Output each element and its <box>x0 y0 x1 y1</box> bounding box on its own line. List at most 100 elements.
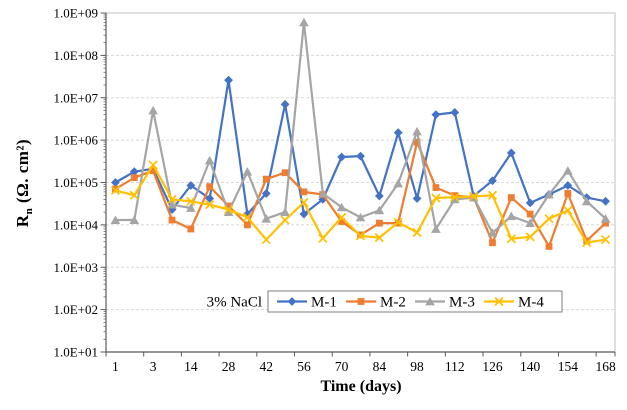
y-tick-label: 1.0E+02 <box>53 302 98 317</box>
y-tick-label: 1.0E+01 <box>53 345 98 360</box>
x-tick-label: 1 <box>112 359 119 374</box>
series-marker-m-3 <box>355 212 366 222</box>
series-marker-m-4 <box>129 190 139 200</box>
series-marker-m-2 <box>602 219 609 227</box>
series-marker-m-3 <box>374 205 385 215</box>
series-marker-m-2 <box>149 167 157 175</box>
legend-sample-marker-m-3 <box>425 296 435 306</box>
x-tick-label: 154 <box>558 359 579 374</box>
series-marker-m-4 <box>544 214 554 224</box>
series-marker-m-4 <box>600 234 611 245</box>
series-marker-m-1 <box>129 167 139 177</box>
series-marker-m-2 <box>507 194 515 202</box>
series-marker-m-3 <box>280 207 290 217</box>
x-tick-label: 70 <box>335 359 349 374</box>
series-marker-m-1 <box>563 181 573 190</box>
series-marker-m-2 <box>413 138 421 146</box>
y-axis-title: Rn (Ω. cm²) <box>13 139 35 227</box>
series-marker-m-4 <box>148 160 158 170</box>
legend-label-m-2: M-2 <box>380 295 406 311</box>
series-marker-m-2 <box>187 225 195 233</box>
series-marker-m-1 <box>506 148 516 158</box>
series-marker-m-2 <box>375 219 383 227</box>
series-marker-m-2 <box>432 184 440 191</box>
series-marker-m-2 <box>243 221 251 229</box>
series-marker-m-4 <box>167 194 177 204</box>
series-marker-m-2 <box>112 185 119 193</box>
series-marker-m-4 <box>469 191 479 201</box>
series-marker-m-4 <box>525 232 535 242</box>
series-marker-m-4 <box>299 197 309 207</box>
series-marker-m-1 <box>205 194 215 203</box>
series-marker-m-4 <box>242 212 252 223</box>
series-marker-m-1 <box>224 75 233 85</box>
y-tick-label: 1.0E+08 <box>53 48 98 63</box>
series-marker-m-4 <box>205 200 215 210</box>
series-marker-m-1 <box>601 196 610 206</box>
legend-label-m-1: M-1 <box>311 295 337 311</box>
series-marker-m-2 <box>225 202 232 210</box>
series-marker-m-4 <box>355 231 366 241</box>
y-tick-label: 1.0E+05 <box>53 175 98 190</box>
series-marker-m-1 <box>450 108 460 117</box>
legend-sample-marker-m-4 <box>494 296 504 307</box>
series-marker-m-1 <box>525 198 535 208</box>
series-marker-m-3 <box>393 178 404 188</box>
series-marker-m-1 <box>261 189 271 198</box>
legend-label-m-3: M-3 <box>449 295 475 311</box>
series-marker-m-3 <box>186 203 196 212</box>
x-tick-label: 56 <box>297 359 311 374</box>
series-marker-m-4 <box>487 190 498 200</box>
y-axis-title-subscript: n <box>23 207 36 215</box>
series-marker-m-3 <box>487 228 498 237</box>
y-axis-title-units: (Ω. cm²) <box>12 138 32 208</box>
series-marker-m-4 <box>223 204 234 215</box>
y-tick-label: 1.0E+04 <box>53 217 98 232</box>
series-marker-m-2 <box>168 216 176 224</box>
series-marker-m-4 <box>431 193 441 203</box>
series-marker-m-1 <box>337 152 347 162</box>
series-marker-m-4 <box>582 238 592 248</box>
series-marker-m-2 <box>130 174 138 182</box>
y-tick-label: 1.0E+06 <box>53 133 98 148</box>
series-marker-m-2 <box>564 190 572 197</box>
series-marker-m-4 <box>450 192 460 202</box>
series-marker-m-3 <box>506 211 517 221</box>
y-tick-label: 1.0E+07 <box>53 90 98 105</box>
series-marker-m-1 <box>111 178 120 187</box>
series-marker-m-2 <box>281 169 289 177</box>
series-marker-m-1 <box>412 194 422 203</box>
x-tick-label: 126 <box>482 359 503 374</box>
legend-sample-marker-m-1 <box>287 297 297 306</box>
series-marker-m-2 <box>338 218 346 225</box>
series-marker-m-4 <box>318 233 328 243</box>
series-marker-m-1 <box>488 176 497 186</box>
series-marker-m-4 <box>393 217 403 227</box>
legend-sample-marker-m-2 <box>357 298 365 305</box>
x-tick-label: 140 <box>520 359 541 374</box>
series-marker-m-3 <box>431 224 441 233</box>
series-marker-m-3 <box>581 196 592 206</box>
series-marker-m-3 <box>110 215 121 224</box>
series-marker-m-3 <box>336 202 347 212</box>
series-marker-m-4 <box>261 234 271 245</box>
x-tick-label: 98 <box>410 359 424 374</box>
series-marker-m-3 <box>317 188 328 198</box>
series-marker-m-3 <box>148 105 158 115</box>
y-axis-title-symbol: R <box>12 214 32 228</box>
x-tick-label: 14 <box>184 359 198 374</box>
series-marker-m-4 <box>506 234 516 244</box>
series-marker-m-3 <box>525 218 535 228</box>
x-tick-label: 168 <box>595 359 616 374</box>
x-tick-label: 84 <box>373 359 387 374</box>
series-line-m-1 <box>114 79 606 216</box>
series-marker-m-3 <box>544 189 554 199</box>
series-marker-m-2 <box>300 188 308 196</box>
x-tick-label: 112 <box>445 359 465 374</box>
series-marker-m-1 <box>431 110 441 120</box>
series-marker-m-2 <box>262 175 270 183</box>
series-marker-m-4 <box>412 227 422 238</box>
series-marker-m-1 <box>299 209 309 219</box>
x-tick-label: 28 <box>222 359 236 374</box>
